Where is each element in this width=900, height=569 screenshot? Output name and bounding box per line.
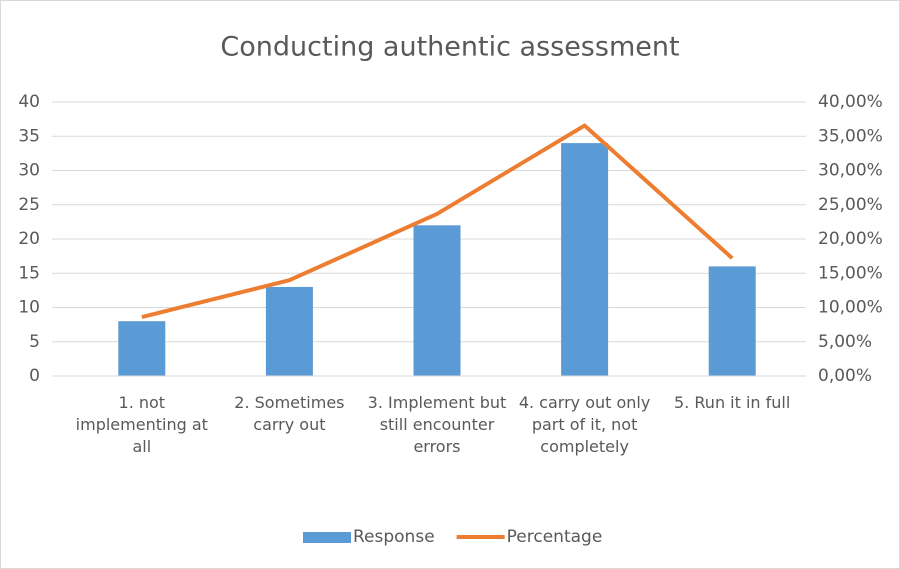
line: [141, 123, 734, 320]
y-tick-label: 35: [18, 126, 40, 146]
y2-tick-label: 5,00%: [818, 332, 872, 352]
x-tick-label-box: 2. Sometimes carry out: [234, 393, 345, 434]
x-tick-label: 1. not implementing at all: [75, 393, 208, 456]
x-tick-label-box: 5. Run it in full: [674, 393, 791, 412]
bar: [708, 266, 756, 376]
x-tick-label: 3. Implement but still encounter errors: [367, 393, 507, 456]
x-tick-label: 4. carry out only part of it, not comple…: [518, 393, 651, 456]
y-tick-label: 5: [29, 332, 40, 352]
x-tick-label-box: 4. carry out only part of it, not comple…: [518, 393, 651, 456]
legend-label: Response: [353, 527, 435, 547]
y-tick-label: 15: [18, 263, 40, 283]
y-tick-label: 10: [18, 298, 40, 318]
x-tick-label: 2. Sometimes carry out: [234, 393, 345, 434]
y-tick-label: 30: [18, 161, 40, 181]
legend-swatch: [303, 532, 351, 543]
x-tick-label: 5. Run it in full: [674, 393, 791, 412]
y-tick-label: 25: [18, 195, 40, 215]
bar: [413, 225, 461, 376]
chart-title: Conducting authentic assessment: [220, 32, 679, 63]
y-tick-label: 20: [18, 229, 40, 249]
y2-tick-label: 35,00%: [818, 126, 883, 146]
y2-tick-label: 30,00%: [818, 161, 883, 181]
y2-tick-label: 20,00%: [818, 229, 883, 249]
y2-tick-label: 25,00%: [818, 195, 883, 215]
y2-tick-label: 10,00%: [818, 298, 883, 318]
legend-label: Percentage: [507, 527, 603, 547]
y-tick-label: 40: [18, 92, 40, 112]
bar: [561, 143, 609, 376]
y2-tick-label: 40,00%: [818, 92, 883, 112]
bar: [118, 321, 166, 376]
y-tick-label: 0: [29, 366, 40, 386]
y2-tick-label: 0,00%: [818, 366, 872, 386]
y2-tick-label: 15,00%: [818, 263, 883, 283]
x-tick-label-box: 3. Implement but still encounter errors: [367, 393, 507, 456]
x-tick-label-box: 1. not implementing at all: [75, 393, 208, 456]
bar: [265, 286, 313, 376]
